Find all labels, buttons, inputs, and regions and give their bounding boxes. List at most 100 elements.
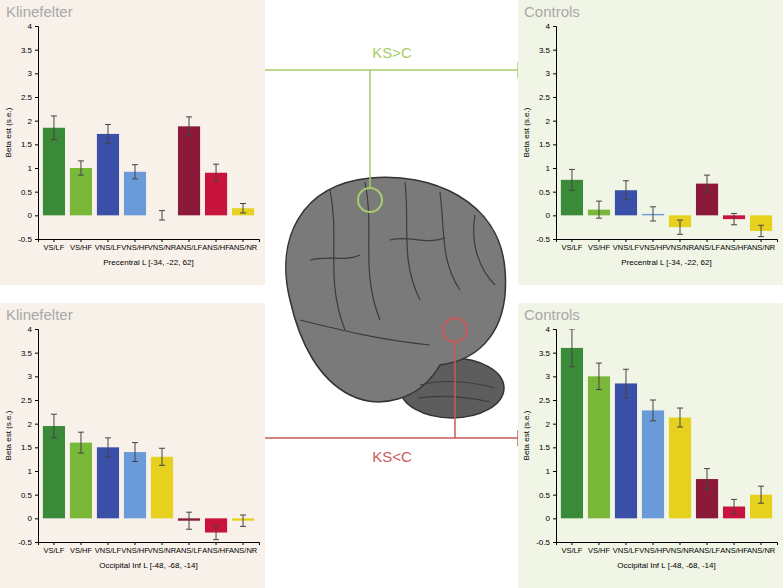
error-bar-stem bbox=[243, 515, 244, 526]
x-tick-mark bbox=[734, 239, 735, 242]
error-bar-cap bbox=[105, 437, 111, 438]
error-bar-cap bbox=[51, 115, 57, 116]
error-bar bbox=[650, 207, 656, 221]
y-tick-label: 2 bbox=[546, 117, 551, 126]
y-tick-mark bbox=[35, 400, 38, 401]
error-bar bbox=[240, 204, 246, 213]
y-tick: 4 bbox=[28, 22, 38, 31]
y-tick-label: 2 bbox=[28, 420, 33, 429]
gyrus-line bbox=[420, 382, 495, 388]
y-tick-label: 1 bbox=[546, 164, 551, 173]
x-tick: ANS/LF bbox=[694, 239, 721, 252]
x-tick-label: ANS/NR bbox=[229, 243, 258, 252]
x-tick-label: VNS/LF bbox=[613, 546, 640, 555]
panel-background bbox=[0, 303, 265, 588]
x-tick-label: VNS/LF bbox=[95, 546, 122, 555]
y-tick-mark bbox=[553, 471, 556, 472]
gyrus-line bbox=[405, 182, 420, 300]
x-tick: ANS/NR bbox=[747, 542, 776, 555]
x-tick-mark bbox=[680, 542, 681, 545]
panel-background bbox=[518, 303, 783, 588]
error-bar-cap bbox=[704, 468, 710, 469]
error-bar bbox=[159, 211, 165, 220]
y-tick: 2.5 bbox=[539, 396, 556, 405]
connector-line bbox=[454, 342, 456, 438]
error-bar-cap bbox=[78, 453, 84, 454]
y-tick-mark bbox=[553, 239, 556, 240]
panel-background bbox=[0, 0, 265, 285]
x-tick-label: VNS/LF bbox=[95, 243, 122, 252]
bar bbox=[151, 457, 173, 519]
connector-line bbox=[369, 70, 371, 188]
x-tick-label: ANS/HF bbox=[202, 546, 230, 555]
error-bar-cap bbox=[758, 225, 764, 226]
x-tick-label: VS/HF bbox=[70, 546, 93, 555]
x-tick-label: ANS/NR bbox=[229, 546, 258, 555]
y-tick-label: 3 bbox=[28, 372, 33, 381]
error-bar-cap bbox=[78, 160, 84, 161]
x-tick-mark bbox=[625, 239, 626, 242]
x-tick: VS/HF bbox=[588, 239, 611, 252]
error-bar-cap bbox=[51, 437, 57, 438]
y-tick-label: 0 bbox=[28, 211, 33, 220]
y-tick-mark bbox=[35, 50, 38, 51]
x-tick-mark bbox=[189, 542, 190, 545]
cerebrum bbox=[286, 177, 506, 402]
panel: Controls-0.500.511.522.533.54VS/LFVS/HFV… bbox=[518, 303, 783, 588]
x-axis-line bbox=[39, 543, 260, 546]
y-tick: 1 bbox=[546, 467, 556, 476]
error-bar-stem bbox=[134, 443, 135, 462]
x-tick-mark bbox=[625, 542, 626, 545]
y-axis: -0.500.511.522.533.54 bbox=[536, 325, 556, 547]
y-tick: 2 bbox=[546, 420, 556, 429]
error-bar-stem bbox=[625, 369, 626, 397]
x-tick: VNS/NR bbox=[148, 239, 177, 252]
bar bbox=[97, 447, 119, 518]
error-bar-cap bbox=[596, 389, 602, 390]
y-axis-line bbox=[553, 330, 557, 543]
plot: -0.500.511.522.533.54VS/LFVS/HFVNS/LFVNS… bbox=[522, 22, 778, 267]
error-bar-cap bbox=[569, 190, 575, 191]
y-tick-label: 1 bbox=[546, 467, 551, 476]
y-tick: 3.5 bbox=[21, 349, 38, 358]
y-tick-mark bbox=[553, 26, 556, 27]
error-bar-cap bbox=[240, 203, 246, 204]
error-bar-stem bbox=[652, 400, 653, 421]
y-tick: 1.5 bbox=[539, 140, 556, 149]
y-tick-mark bbox=[553, 329, 556, 330]
x-tick-label: VS/HF bbox=[70, 243, 93, 252]
y-tick: 0 bbox=[28, 211, 38, 220]
y-tick: 0 bbox=[546, 514, 556, 523]
error-bar-stem bbox=[189, 512, 190, 529]
error-bar bbox=[623, 369, 629, 397]
y-tick-mark bbox=[35, 239, 38, 240]
bar bbox=[124, 452, 146, 518]
error-bar-cap bbox=[731, 513, 737, 514]
gyrus-line bbox=[418, 396, 490, 402]
error-bar-cap bbox=[704, 175, 710, 176]
error-bar-cap bbox=[159, 220, 165, 221]
error-bar-cap bbox=[758, 503, 764, 504]
x-tick-mark bbox=[761, 239, 762, 242]
x-axis-title: Occipital Inf L [-48, -68, -14] bbox=[617, 561, 715, 570]
y-tick: 0 bbox=[546, 211, 556, 220]
x-tick-label: VNS/HF bbox=[639, 546, 667, 555]
y-tick-mark bbox=[553, 400, 556, 401]
x-tick-label: ANS/LF bbox=[694, 243, 721, 252]
x-tick: ANS/HF bbox=[202, 239, 230, 252]
y-tick-mark bbox=[35, 495, 38, 496]
connector-line bbox=[265, 69, 518, 71]
bar bbox=[642, 410, 664, 518]
x-tick-mark bbox=[707, 239, 708, 242]
bar bbox=[561, 348, 583, 518]
x-tick-label: VNS/HF bbox=[121, 243, 149, 252]
error-bar-cap bbox=[623, 369, 629, 370]
error-bar-cap bbox=[186, 529, 192, 530]
x-tick-label: VNS/HF bbox=[639, 243, 667, 252]
error-bar-cap bbox=[186, 116, 192, 117]
x-tick-mark bbox=[134, 542, 135, 545]
error-bar bbox=[704, 175, 710, 192]
y-tick-mark bbox=[553, 447, 556, 448]
x-tick-mark bbox=[243, 542, 244, 545]
y-tick-label: 1.5 bbox=[21, 140, 33, 149]
